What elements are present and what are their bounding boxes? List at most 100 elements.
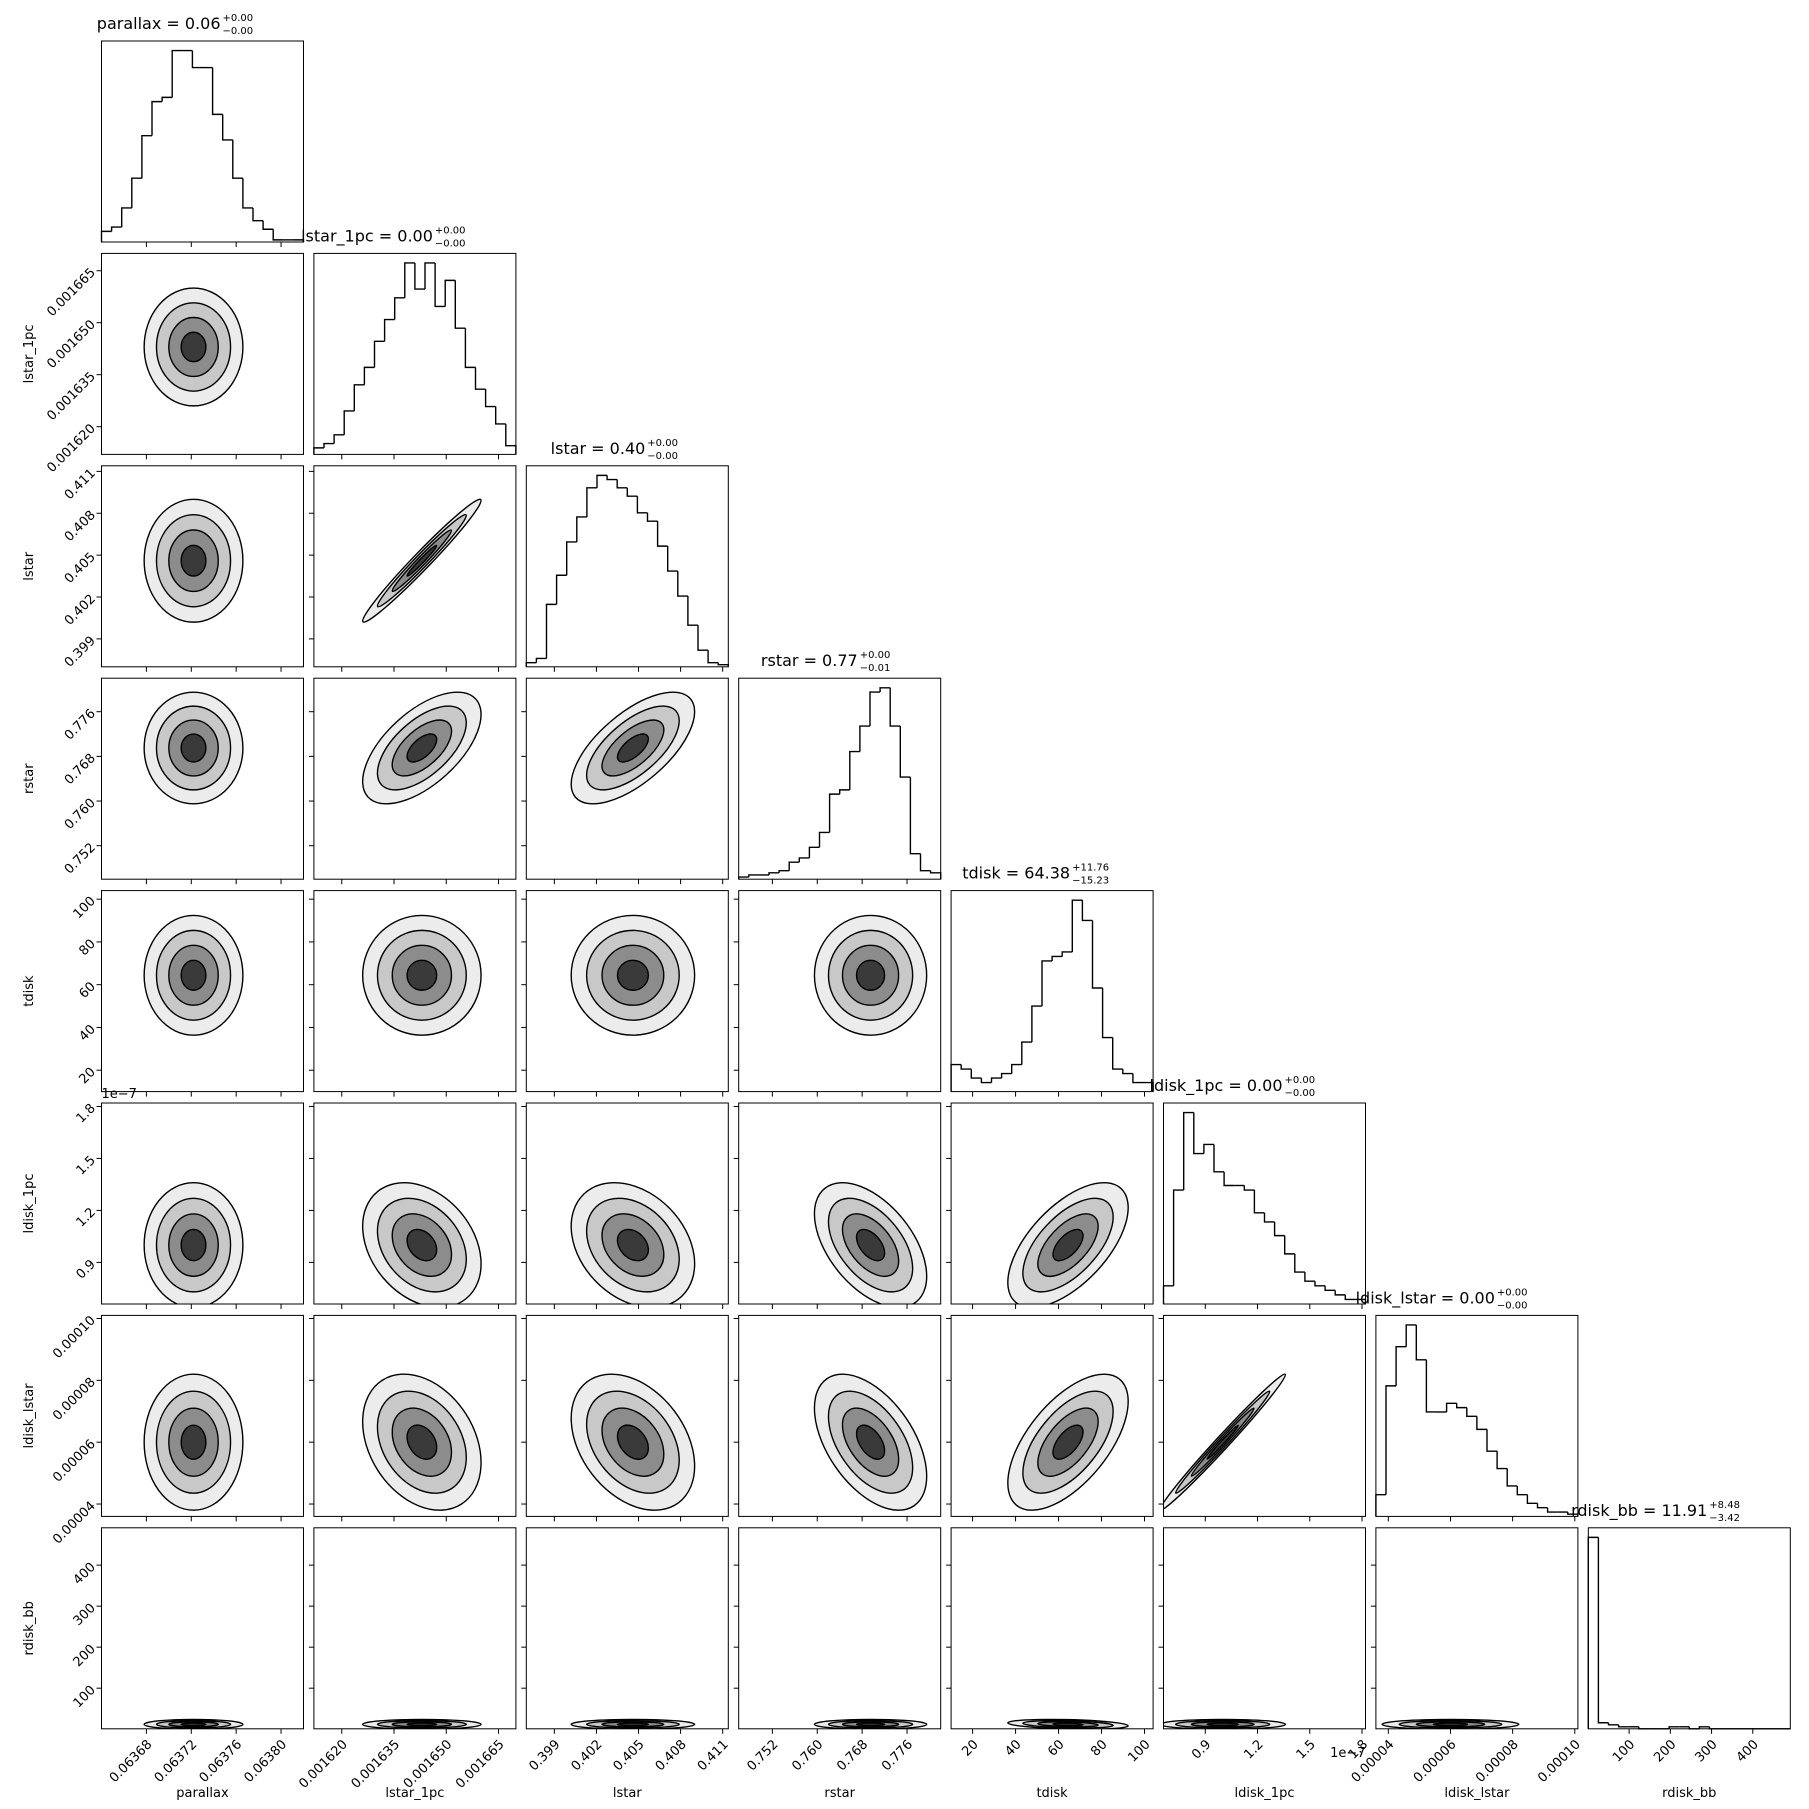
density-panel xyxy=(570,914,696,1036)
x-tick-label: 0.408 xyxy=(653,1737,690,1774)
density-panel xyxy=(570,1182,696,1304)
panel-frame xyxy=(1587,1527,1791,1730)
panel-frame xyxy=(950,890,1154,1093)
density-panel xyxy=(143,1718,244,1729)
histogram-bin xyxy=(1395,1346,1407,1386)
histogram-bin xyxy=(879,687,891,693)
panel-title: parallax = 0.06 xyxy=(97,14,221,33)
panel-frame xyxy=(313,1314,517,1517)
histogram-bin xyxy=(818,831,830,848)
x-offset-label: 1e−7 xyxy=(1330,1746,1365,1761)
histogram-bin xyxy=(1162,1285,1174,1304)
contour xyxy=(180,959,207,991)
density-panel xyxy=(143,914,244,1036)
histogram-bin xyxy=(1284,1235,1295,1255)
histogram-bin xyxy=(1385,1385,1397,1495)
y-tick-label: 0.768 xyxy=(62,751,99,788)
panel-frame xyxy=(101,252,304,455)
histogram-bin xyxy=(1304,1272,1315,1282)
y-axis-label: ldisk_lstar xyxy=(22,1383,37,1449)
histogram-bin xyxy=(1324,1285,1336,1292)
panel-frame xyxy=(525,1314,729,1517)
histogram-bin xyxy=(1132,1073,1143,1084)
panel-title: rdisk_bb = 11.91 xyxy=(1571,1501,1707,1521)
histogram-bin xyxy=(667,546,678,572)
histogram-bin xyxy=(1617,1724,1629,1728)
x-tick-label: 100 xyxy=(1125,1737,1153,1765)
histogram-bin xyxy=(1526,1494,1538,1505)
y-tick-label: 100 xyxy=(71,894,99,922)
y-tick-label: 0.776 xyxy=(62,706,99,743)
panel-frame xyxy=(101,1314,304,1517)
histogram-bin xyxy=(1506,1468,1518,1487)
panel-title: ldisk_lstar = 0.00 xyxy=(1356,1288,1495,1308)
contour xyxy=(616,1424,650,1460)
histogram-bin xyxy=(161,96,173,102)
histogram-bin xyxy=(950,1063,962,1092)
density-panel xyxy=(361,1182,482,1304)
contour xyxy=(1206,1424,1240,1460)
histogram-bin xyxy=(960,1064,972,1070)
histogram-bin xyxy=(687,596,698,626)
y-tick-label: 0.00006 xyxy=(50,1437,99,1486)
title-lower: −0.00 xyxy=(435,238,466,249)
histogram-bin xyxy=(1071,899,1083,952)
panel-frame xyxy=(1163,1527,1366,1730)
histogram-bin xyxy=(1536,1503,1548,1509)
x-axis-label: ldisk_1pc xyxy=(1235,1786,1295,1801)
panel-frame xyxy=(313,890,517,1093)
x-tick-label: 400 xyxy=(1734,1737,1762,1765)
histogram-bin xyxy=(1122,1069,1133,1075)
contour xyxy=(855,1722,886,1727)
y-tick-label: 0.9 xyxy=(74,1257,99,1282)
x-tick-label: 300 xyxy=(1692,1737,1720,1765)
panel-frame xyxy=(950,1314,1154,1517)
y-tick-label: 1.2 xyxy=(74,1205,99,1230)
histogram-bin xyxy=(313,447,324,455)
histogram-bin xyxy=(889,687,901,727)
contour xyxy=(1052,1722,1084,1727)
histogram-bin xyxy=(464,328,476,369)
panel-frame xyxy=(1375,1527,1579,1730)
y-tick-label: 400 xyxy=(71,1560,99,1588)
panel-frame xyxy=(101,40,304,243)
histogram-bin xyxy=(1294,1253,1305,1273)
histogram-bin xyxy=(1476,1416,1487,1431)
histogram-bin xyxy=(1193,1112,1204,1155)
y-tick-label: 300 xyxy=(71,1601,99,1629)
histogram-bin xyxy=(1415,1324,1427,1361)
histogram-bin xyxy=(121,207,132,228)
panel-title: lstar_1pc = 0.00 xyxy=(301,226,433,246)
density-panel xyxy=(813,1718,928,1729)
panel-frame xyxy=(738,1527,942,1730)
contour xyxy=(616,1722,650,1727)
contour xyxy=(180,331,207,363)
y-tick-label: 0.411 xyxy=(62,466,99,503)
panel-frame xyxy=(525,890,729,1093)
contour xyxy=(616,733,650,763)
histogram-bin xyxy=(505,423,517,455)
contour xyxy=(855,1424,886,1460)
histogram-bin xyxy=(1253,1190,1265,1214)
histogram-bin xyxy=(222,114,233,141)
histogram-bin xyxy=(343,410,355,435)
histogram-bin xyxy=(980,1078,992,1084)
histogram-bin xyxy=(596,474,608,488)
title-upper: +8.48 xyxy=(1709,1500,1740,1511)
density-panel xyxy=(813,1182,928,1304)
y-axis-label: ldisk_1pc xyxy=(22,1174,37,1234)
y-tick-label: 0.00008 xyxy=(50,1375,99,1424)
histogram-bin xyxy=(525,661,537,667)
x-axis-label: tdisk xyxy=(1036,1786,1068,1801)
title-upper: +0.00 xyxy=(223,13,254,24)
y-tick-label: 40 xyxy=(76,1022,98,1044)
histogram-bin xyxy=(211,67,223,116)
histogram-bin xyxy=(1223,1171,1235,1187)
panel-frame xyxy=(738,890,942,1093)
x-tick-label: 0.768 xyxy=(834,1737,871,1774)
histogram-bin xyxy=(1011,1063,1022,1074)
histogram-bin xyxy=(353,384,365,411)
histogram-bin xyxy=(1314,1281,1326,1287)
histogram-bin xyxy=(1344,1294,1356,1301)
